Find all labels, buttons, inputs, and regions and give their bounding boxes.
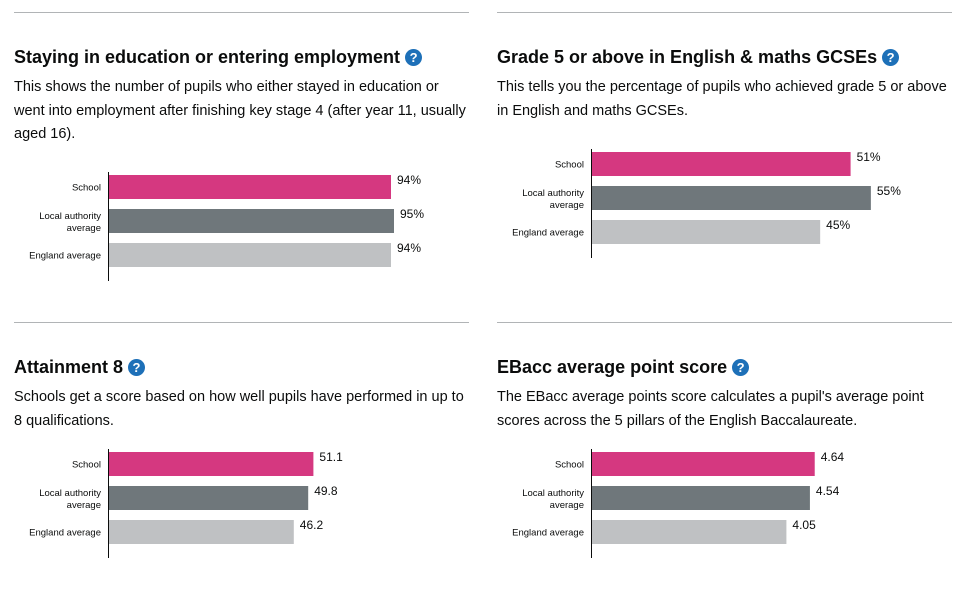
category-label: Local authority average: [39, 488, 101, 511]
category-label: England average: [29, 251, 101, 262]
category-label: School: [72, 460, 101, 471]
section-divider: [497, 12, 952, 13]
chart-description: This shows the number of pupils who eith…: [14, 79, 466, 142]
bar-chart: 94% School 95% Local authority average 94% Eng…: [29, 172, 424, 281]
data-label: 49.8: [314, 484, 338, 498]
data-label: 4.64: [821, 450, 845, 464]
chart-title: EBacc average point score?: [497, 356, 750, 378]
bar-local-authority-average: [109, 209, 394, 233]
data-label: 94%: [397, 241, 421, 255]
category-label: England average: [512, 528, 584, 539]
data-label: 51.1: [319, 450, 343, 464]
data-label: 4.54: [816, 484, 840, 498]
bar-chart: 51% School 55% Local authority average 45% Eng…: [512, 149, 901, 258]
category-label: School: [72, 183, 101, 194]
bar-school: [109, 175, 391, 199]
section-divider: [14, 322, 469, 323]
data-label: 94%: [397, 173, 421, 187]
chart-description: The EBacc average points score calculate…: [497, 389, 924, 429]
chart-title: Attainment 8?: [14, 356, 146, 378]
chart-description: Schools get a score based on how well pu…: [14, 389, 464, 429]
chart-title: Staying in education or entering employm…: [14, 46, 423, 68]
bar-local-authority-average: [592, 486, 810, 510]
data-label: 51%: [857, 150, 881, 164]
data-label: 95%: [400, 207, 424, 221]
data-label: 45%: [826, 218, 850, 232]
question-mark-icon[interactable]: ?: [882, 49, 900, 66]
question-mark-icon[interactable]: ?: [405, 49, 423, 66]
bar-chart: 4.64 School 4.54 Local authority average 4.05…: [512, 449, 845, 558]
category-label: Local authority average: [522, 488, 584, 511]
bar-school: [109, 452, 314, 476]
chart-title: Grade 5 or above in English & maths GCSE…: [497, 46, 900, 68]
bar-england-average: [109, 520, 294, 544]
category-label: England average: [29, 528, 101, 539]
bar-england-average: [109, 243, 391, 267]
section-divider: [14, 12, 469, 13]
bar-local-authority-average: [592, 186, 871, 210]
category-label: Local authority average: [522, 188, 584, 211]
category-label: School: [555, 460, 584, 471]
bar-school: [592, 152, 851, 176]
data-label: 4.05: [792, 518, 816, 532]
data-label: 55%: [877, 184, 901, 198]
chart-description: This tells you the percentage of pupils …: [497, 79, 947, 119]
question-mark-icon[interactable]: ?: [732, 359, 750, 376]
bar-england-average: [592, 520, 787, 544]
bar-england-average: [592, 220, 821, 244]
category-label: School: [555, 160, 584, 171]
question-mark-icon[interactable]: ?: [128, 359, 146, 376]
bar-local-authority-average: [109, 486, 309, 510]
bar-chart: 51.1 School 49.8 Local authority average 46.2…: [29, 449, 343, 558]
data-label: 46.2: [300, 518, 324, 532]
section-divider: [497, 322, 952, 323]
category-label: England average: [512, 228, 584, 239]
bar-school: [592, 452, 815, 476]
category-label: Local authority average: [39, 211, 101, 234]
